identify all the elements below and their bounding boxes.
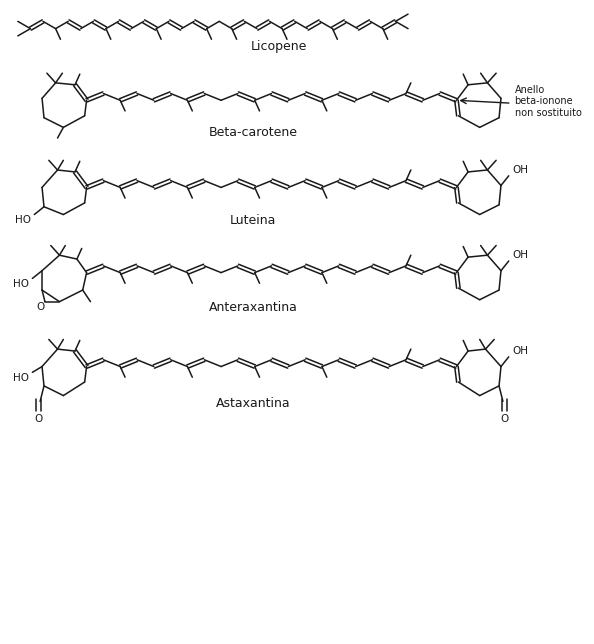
Text: HO: HO — [12, 373, 29, 383]
Text: Luteina: Luteina — [230, 214, 276, 227]
Text: O: O — [501, 414, 509, 424]
Text: Beta-carotene: Beta-carotene — [208, 126, 298, 138]
Text: Licopene: Licopene — [251, 39, 308, 53]
Text: O: O — [34, 414, 42, 424]
Text: Astaxantina: Astaxantina — [216, 397, 290, 410]
Text: HO: HO — [12, 279, 29, 289]
Text: O: O — [36, 301, 44, 312]
Text: OH: OH — [513, 165, 528, 175]
Text: HO: HO — [15, 215, 31, 225]
Text: OH: OH — [513, 251, 528, 260]
Text: OH: OH — [513, 346, 528, 356]
Text: Anello
beta-ionone
non sostituito: Anello beta-ionone non sostituito — [514, 84, 582, 118]
Text: Anteraxantina: Anteraxantina — [208, 301, 298, 314]
